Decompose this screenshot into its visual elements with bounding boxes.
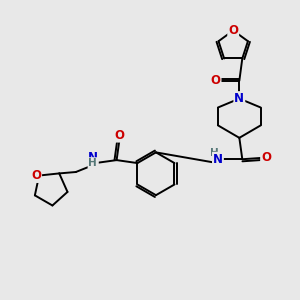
Text: O: O — [31, 169, 41, 182]
Text: O: O — [211, 74, 220, 87]
Text: N: N — [88, 151, 98, 164]
Text: O: O — [261, 151, 271, 164]
Text: H: H — [88, 158, 97, 168]
Text: O: O — [228, 24, 238, 37]
Text: O: O — [115, 129, 124, 142]
Text: N: N — [213, 153, 223, 166]
Text: H: H — [210, 148, 219, 158]
Text: N: N — [234, 92, 244, 105]
